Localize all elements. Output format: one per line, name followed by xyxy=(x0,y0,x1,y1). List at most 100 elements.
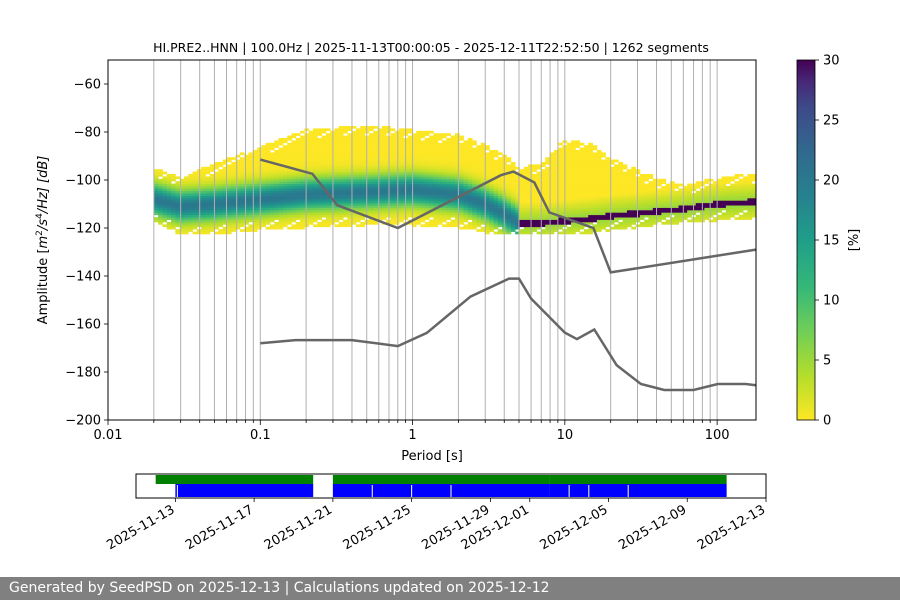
heatmap-cell xyxy=(248,171,254,175)
heatmap-cell xyxy=(209,198,215,201)
heatmap-cell xyxy=(734,183,740,187)
heatmap-cell xyxy=(222,205,228,208)
heatmap-cell xyxy=(493,219,499,223)
heatmap-cell xyxy=(287,222,292,225)
heatmap-cell xyxy=(381,171,387,175)
heatmap-cell xyxy=(252,226,258,230)
heatmap-cell xyxy=(183,224,189,228)
heatmap-cell xyxy=(553,183,559,187)
heatmap-cell xyxy=(609,169,615,172)
heatmap-cell xyxy=(704,217,710,220)
heatmap-cell xyxy=(459,212,464,216)
heatmap-cell xyxy=(601,217,606,220)
heatmap-cell xyxy=(579,157,585,160)
heatmap-cell xyxy=(162,176,168,180)
heatmap-cell xyxy=(721,176,727,180)
heatmap-cell xyxy=(704,202,710,206)
heatmap-cell xyxy=(485,164,490,168)
heatmap-cell xyxy=(343,162,348,165)
heatmap-cell xyxy=(622,219,628,223)
heatmap-cell xyxy=(540,210,546,213)
heatmap-cell xyxy=(618,226,624,230)
heatmap-cell xyxy=(472,169,477,172)
heatmap-cell xyxy=(472,193,477,196)
heatmap-cell xyxy=(532,169,538,172)
heatmap-cell xyxy=(334,164,340,168)
heatmap-cell xyxy=(214,174,219,177)
heatmap-cell xyxy=(493,186,499,189)
heatmap-cell xyxy=(549,152,555,156)
heatmap-cell xyxy=(424,145,430,148)
heatmap-cell xyxy=(386,181,391,184)
heatmap-cell xyxy=(325,202,331,206)
heatmap-cell xyxy=(407,178,413,182)
heatmap-cell xyxy=(480,171,486,175)
heatmap-cell xyxy=(399,171,404,175)
heatmap-cell xyxy=(394,210,400,213)
heatmap-cell xyxy=(639,178,645,182)
heatmap-cell xyxy=(493,198,499,201)
heatmap-cell xyxy=(201,229,206,232)
heatmap-cell xyxy=(661,193,667,196)
heatmap-cell xyxy=(274,186,279,189)
heatmap-cell xyxy=(386,130,391,134)
heatmap-cell xyxy=(407,162,413,165)
heatmap-cell xyxy=(454,140,460,144)
heatmap-cell xyxy=(618,198,624,201)
heatmap-cell xyxy=(218,164,224,168)
heatmap-cell xyxy=(450,142,456,146)
heatmap-cell xyxy=(446,169,452,172)
heatmap-cell xyxy=(334,147,340,151)
heatmap-cell xyxy=(657,202,662,206)
heatmap-cell xyxy=(523,171,529,175)
heatmap-cell xyxy=(325,171,331,175)
colorbar-tick-label: 20 xyxy=(823,174,840,189)
heatmap-cell xyxy=(226,176,232,180)
heatmap-cell xyxy=(717,200,722,204)
heatmap-cell xyxy=(325,150,331,153)
heatmap-cell xyxy=(489,150,495,153)
heatmap-cell xyxy=(231,212,236,216)
heatmap-cell xyxy=(252,224,258,228)
heatmap-cell xyxy=(463,166,469,170)
heatmap-cell xyxy=(360,126,365,129)
heatmap-cell xyxy=(312,157,318,160)
heatmap-cell xyxy=(321,157,327,160)
heatmap-cell xyxy=(712,181,718,184)
heatmap-cell xyxy=(588,210,593,213)
heatmap-cell xyxy=(446,159,452,163)
heatmap-cell xyxy=(239,219,245,223)
heatmap-cell xyxy=(381,186,387,189)
heatmap-cell xyxy=(373,205,378,208)
heatmap-cell xyxy=(454,183,460,187)
heatmap-cell xyxy=(231,214,236,218)
heatmap-cell xyxy=(257,171,262,175)
heatmap-cell xyxy=(571,190,576,194)
heatmap-cell xyxy=(661,198,667,201)
heatmap-cell xyxy=(463,195,469,199)
heatmap-cell xyxy=(515,186,520,189)
heatmap-cell xyxy=(192,212,198,216)
heatmap-cell xyxy=(351,181,357,184)
heatmap-cell xyxy=(648,212,654,216)
heatmap-cell xyxy=(209,222,215,225)
heatmap-cell xyxy=(596,162,602,165)
heatmap-cell xyxy=(571,154,576,158)
heatmap-cell xyxy=(467,138,473,141)
heatmap-cell xyxy=(695,193,701,196)
heatmap-cell xyxy=(282,166,288,170)
heatmap-cell xyxy=(558,195,563,199)
heatmap-cell xyxy=(312,169,318,172)
heatmap-cell xyxy=(601,198,606,201)
heatmap-cell xyxy=(304,212,310,216)
heatmap-cell xyxy=(596,212,602,216)
heatmap-cell xyxy=(429,188,434,192)
heatmap-cell xyxy=(179,205,185,208)
heatmap-cell xyxy=(291,133,297,136)
heatmap-cell xyxy=(588,164,593,168)
heatmap-cell xyxy=(209,186,215,189)
heatmap-cell xyxy=(579,169,585,172)
heatmap-cell xyxy=(708,219,714,223)
heatmap-cell xyxy=(153,205,159,208)
heatmap-cell xyxy=(252,178,258,182)
